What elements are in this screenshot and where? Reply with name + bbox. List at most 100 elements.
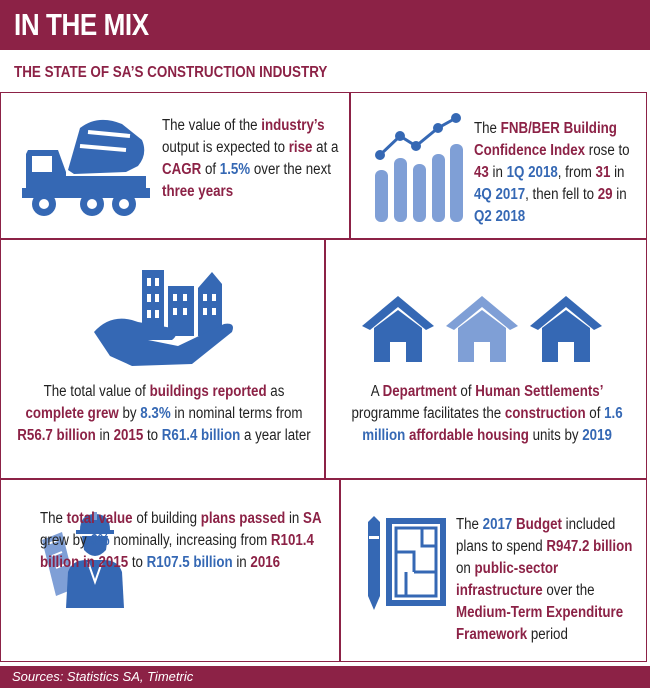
body-text: , from — [557, 164, 596, 181]
panel-text: The total value of buildings reported as… — [14, 381, 314, 447]
panel-text: The total value of building plans passed… — [40, 508, 332, 574]
body-text: over the next — [250, 161, 331, 178]
highlight-text: 31 — [595, 164, 611, 181]
highlight-text: FNB/BER Building Confidence Index — [474, 120, 617, 159]
panel-text-inner: The FNB/BER Building Confidence Index ro… — [474, 118, 644, 228]
highlight-text: 1Q 2018 — [506, 164, 558, 181]
body-text: The total value of — [43, 383, 150, 400]
panel-text-inner: The 2017 Budget included plans to spend … — [456, 514, 641, 646]
blueprint-pen-icon — [368, 516, 446, 610]
highlight-text: 2016 — [250, 554, 281, 571]
panel-text: The 2017 Budget included plans to spend … — [456, 514, 641, 646]
footer-bar: Sources: Statistics SA, Timetric — [0, 666, 650, 688]
body-text: in — [612, 186, 627, 203]
panel-text: A Department of Human Settlements’ progr… — [340, 381, 635, 447]
highlight-text: 2015 — [113, 427, 144, 444]
panel-text-inner: The value of the industry’s output is ex… — [162, 115, 342, 203]
highlight-text: 8.3% — [140, 405, 171, 422]
panel-text-inner: The total value of buildings reported as… — [14, 381, 313, 447]
body-text: included plans to spend — [456, 516, 616, 555]
panel-text: The FNB/BER Building Confidence Index ro… — [474, 118, 644, 228]
body-text: The — [474, 120, 501, 137]
panel-text-inner: A Department of Human Settlements’ progr… — [340, 381, 634, 447]
body-text: in — [488, 164, 507, 181]
highlight-text: Q2 2018 — [474, 208, 526, 225]
cement-mixer-truck-icon — [22, 119, 150, 216]
body-text: in — [610, 164, 625, 181]
body-text: in — [232, 554, 251, 571]
highlight-text: 2017 — [482, 516, 513, 533]
panel-text: The value of the industry’s output is ex… — [162, 115, 342, 203]
highlight-text: 1.5% — [219, 161, 251, 178]
divider — [0, 478, 647, 480]
highlight-text: 4Q 2017 — [474, 186, 526, 203]
highlight-text: 29 — [597, 186, 613, 203]
highlight-text: industry’s — [261, 117, 325, 134]
highlight-text: 1.6 million — [362, 405, 624, 444]
sources-note: Sources: Statistics SA, Timetric — [12, 669, 194, 684]
highlight-text: R947.2 billion — [546, 538, 633, 555]
highlight-text: plans passed — [200, 510, 286, 527]
body-text: to — [143, 427, 162, 444]
highlight-text: affordable housing — [409, 427, 530, 444]
body-text: by — [118, 405, 141, 422]
body-text: over the — [542, 582, 595, 599]
body-text: The — [456, 516, 483, 533]
body-text: The — [40, 510, 67, 527]
body-text: in — [95, 427, 114, 444]
body-text: , then fell to — [525, 186, 598, 203]
houses-icon — [362, 296, 602, 362]
body-text: on — [456, 560, 475, 577]
body-text: grew by — [40, 532, 91, 549]
body-text: period — [527, 626, 568, 643]
header-bar: IN THE MIX — [0, 0, 650, 50]
body-text: of — [457, 383, 476, 400]
body-text: nominally, increasing from — [109, 532, 271, 549]
highlight-text: Human Settlements’ — [475, 383, 604, 400]
panels-frame — [0, 92, 647, 662]
divider — [339, 478, 341, 662]
body-text: as — [266, 383, 285, 400]
hand-holding-buildings-icon — [94, 270, 233, 366]
highlight-text: R56.7 billion — [17, 427, 96, 444]
highlight-text: SA — [303, 510, 322, 527]
divider — [0, 238, 647, 240]
body-text: A — [371, 383, 384, 400]
highlight-text: 6% — [90, 532, 110, 549]
body-text: output is expected to — [162, 139, 289, 156]
highlight-text: Department — [383, 383, 458, 400]
highlight-text: total value — [66, 510, 133, 527]
body-text: programme facilitates the — [351, 405, 506, 422]
body-text: in nominal terms from — [170, 405, 303, 422]
body-text: rose to — [585, 142, 630, 159]
construction-worker-icon — [42, 512, 124, 608]
page-subtitle: THE STATE OF SA’S CONSTRUCTION INDUSTRY — [14, 64, 328, 81]
body-text: of — [586, 405, 605, 422]
highlight-text: construction — [505, 405, 587, 422]
highlight-text: Budget — [516, 516, 562, 533]
bar-line-chart-icon — [375, 113, 463, 222]
highlight-text: complete grew — [25, 405, 119, 422]
panel-text-inner: The total value of building plans passed… — [40, 508, 331, 574]
highlight-text: 2019 — [582, 427, 613, 444]
divider — [324, 238, 326, 479]
highlight-text: three years — [162, 183, 234, 200]
highlight-text: R101.4 billion in 2015 — [40, 532, 314, 571]
divider — [349, 92, 351, 239]
highlight-text: Medium-Term Expenditure Framework — [456, 604, 624, 643]
body-text: The value of the — [162, 117, 262, 134]
body-text: a year later — [240, 427, 311, 444]
body-text: of building — [132, 510, 201, 527]
highlight-text: rise — [288, 139, 313, 156]
body-text: to — [128, 554, 147, 571]
highlight-text: R61.4 billion — [161, 427, 241, 444]
body-text: of — [201, 161, 220, 178]
page-title: IN THE MIX — [14, 7, 149, 42]
body-text: units by — [529, 427, 583, 444]
highlight-text: R107.5 billion — [146, 554, 233, 571]
highlight-text: 43 — [474, 164, 489, 181]
highlight-text: CAGR — [162, 161, 202, 178]
body-text: in — [285, 510, 304, 527]
body-text: at a — [312, 139, 339, 156]
